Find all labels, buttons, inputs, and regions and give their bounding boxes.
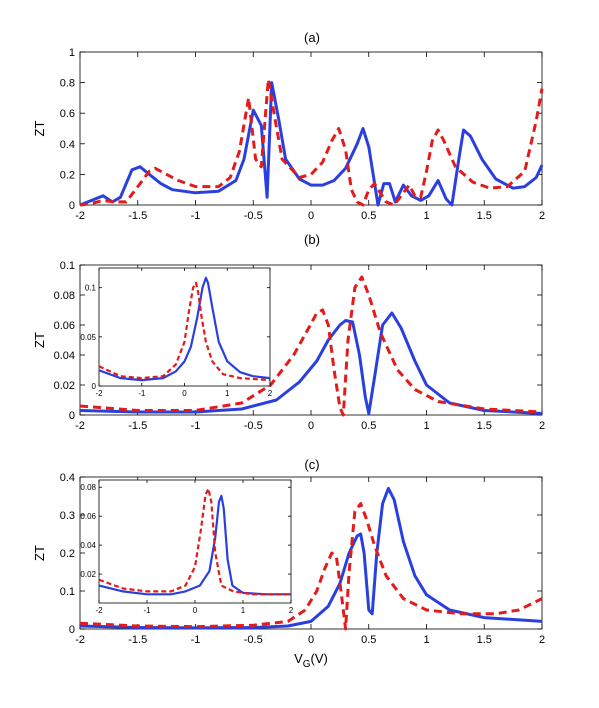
panel-c-series-solid-blue-line [79, 486, 543, 630]
panel-a-ytick-label: 0 [69, 200, 75, 212]
panel-b-ytick-label: 0.08 [54, 290, 75, 302]
panel-a-xtick-label: -0.5 [244, 210, 263, 222]
panel-a-xtick-label: 0 [308, 210, 314, 222]
panel-b-ytick-label: 0.02 [54, 380, 75, 392]
panel-b-ytick-label: 0 [69, 410, 75, 422]
panel-b-xtick-label: -2 [75, 420, 85, 432]
panel-b-inset-series-solid-blue-line [98, 276, 271, 382]
panel-c-series-dashed-red-line [79, 502, 543, 631]
panel-c-inset-axes: -2 -1 0 1 2 0.02 0.04 0.06 0.08 [80, 479, 294, 615]
panel-a-xtick-label: 2 [539, 210, 545, 222]
panel-a-ylabel: ZT [32, 121, 47, 137]
panel-c-inset-xtick-label: 1 [241, 606, 246, 615]
panel-a-xtick-label: 1 [423, 210, 429, 222]
panel-b-xtick-label: 1 [423, 420, 429, 432]
panel-b-xtick-label: 1.5 [477, 420, 492, 432]
panel-c-xtick-label: 0.5 [361, 634, 376, 646]
panel-b-inset-xtick-label: -1 [138, 389, 146, 398]
panel-b-xtick-label: -1 [191, 420, 201, 432]
panel-c-inset-xtick-label: 0 [193, 606, 198, 615]
panel-c-xtick-label: -0.5 [244, 634, 263, 646]
panel-c-ytick-label: 0.1 [60, 586, 75, 598]
panel-a-ytick-label: 0.8 [60, 78, 75, 90]
panel-c-inset-series-dashed-red-line [98, 487, 291, 596]
panel-b-inset-ytick-label: 0.05 [80, 333, 96, 342]
panel-a-ytick-label: 1 [69, 47, 75, 59]
panel-a-xtick-label: -1.5 [128, 210, 147, 222]
panel-b-inset-ytick-label: 0.1 [85, 284, 97, 293]
panel-c-xtick-label: 1 [423, 634, 429, 646]
panel-c-xtick-label: 1.5 [477, 634, 492, 646]
panel-b-ytick-label: 0.06 [54, 320, 75, 332]
panel-b-series-solid-blue-line [79, 311, 543, 415]
panel-c-ytick-label: 0.4 [60, 472, 75, 484]
panel-b-xtick-label: 0.5 [361, 420, 376, 432]
panel-b-inset-frame [98, 267, 271, 387]
panel-c-ylabel: ZT [32, 545, 47, 561]
panel-c-inset-frame [98, 479, 292, 604]
panel-c-inset-series-solid-blue-line [98, 494, 291, 596]
panel-b-xtick-label: 2 [539, 420, 545, 432]
panel-b-inset-series-dashed-red-line [98, 281, 271, 382]
panel-b-ytick-label: 0.04 [54, 350, 75, 362]
panel-b-xtick-label: -0.5 [244, 420, 263, 432]
panel-b-inset-xtick-label: 1 [225, 389, 230, 398]
panel-c-ytick-label: 0.2 [60, 548, 75, 560]
panel-c-xtick-label: 0 [308, 634, 314, 646]
panel-b-ytick-label: 0.1 [60, 260, 75, 272]
panel-a-xtick-label: -1 [191, 210, 201, 222]
panel-label-b: (b) [304, 232, 320, 247]
panel-b-xtick-label: -1.5 [128, 420, 147, 432]
panel-b-inset-xtick-label: -2 [95, 389, 103, 398]
panel-c-xtick-label: -2 [75, 634, 85, 646]
panel-c-inset-xtick-label: 2 [289, 606, 294, 615]
panel-c-inset-ytick-label: 0.06 [80, 512, 96, 521]
panel-a-series-dashed-red-line [79, 78, 544, 207]
panel-c-inset-xtick-label: -1 [143, 606, 151, 615]
panel-b-inset-axes: -2 -1 0 1 2 0 0.05 0.1 [80, 267, 273, 398]
panel-c-xtick-label: -1 [191, 634, 201, 646]
panel-c-inset-ytick-label: 0.04 [80, 541, 96, 550]
panel-c-xtick-label: -1.5 [128, 634, 147, 646]
panel-a-xtick-label: -2 [75, 210, 85, 222]
panel-c-inset-ytick-label: 0.08 [80, 483, 96, 492]
panel-a-xtick-label: 0.5 [361, 210, 376, 222]
panel-a-axes: -2 -1.5 -1 -0.5 0 0.5 1 1.5 2 0 0.2 0.4 0.6 0.8 1 [60, 47, 545, 222]
panel-b-ylabel: ZT [32, 332, 47, 348]
panel-c-inset-xtick-label: -2 [95, 606, 103, 615]
panel-b-series-dashed-red-line [79, 275, 543, 417]
panel-c-xlabel: VG(V) [294, 651, 328, 670]
panel-label-a: (a) [304, 30, 320, 45]
panel-label-c: (c) [304, 457, 319, 472]
panel-a-ytick-label: 0.4 [60, 139, 75, 151]
panel-c-ytick-label: 0.3 [60, 510, 75, 522]
panel-b-inset-xtick-label: 2 [268, 389, 273, 398]
panel-c-inset-ytick-label: 0.02 [80, 570, 96, 579]
panel-c-ytick-label: 0 [69, 624, 75, 636]
panel-a-series-solid-blue-line [79, 81, 544, 207]
panel-a-ytick-label: 0.6 [60, 108, 75, 120]
panel-b-inset-ytick-label: 0 [92, 382, 97, 391]
panel-b-xtick-label: 0 [308, 420, 314, 432]
panel-a-xtick-label: 1.5 [477, 210, 492, 222]
panel-b-inset-xtick-label: 0 [182, 389, 187, 398]
panel-a-ytick-label: 0.2 [60, 169, 75, 181]
panel-c-xtick-label: 2 [539, 634, 545, 646]
